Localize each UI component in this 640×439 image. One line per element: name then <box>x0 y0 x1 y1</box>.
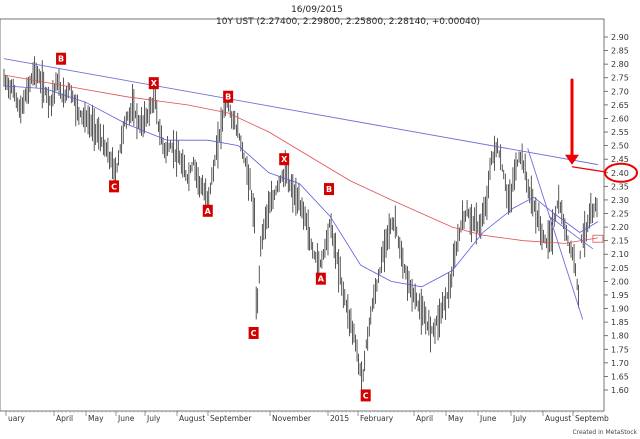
wave-label-box <box>279 153 290 166</box>
wave-label-box <box>148 77 159 90</box>
y-tick-label: 2.60 <box>611 114 629 123</box>
wave-label-b: B <box>324 183 335 196</box>
annotation-circle <box>604 162 638 183</box>
trendline-2 <box>527 148 584 320</box>
y-tick-label: 1.80 <box>611 332 629 341</box>
moving-average-blue <box>3 85 599 288</box>
y-tick-label: 2.35 <box>611 182 629 191</box>
price-marker-box <box>592 234 604 243</box>
wave-label-text: X <box>151 79 158 88</box>
y-tick-label: 2.45 <box>611 155 629 164</box>
y-tick-label: 2.50 <box>611 142 629 151</box>
trendline-3 <box>548 215 594 250</box>
y-tick-label: 2.00 <box>611 277 629 286</box>
indicator-lines <box>3 58 604 320</box>
wave-label-box <box>360 389 371 402</box>
wave-labels: B C X A B C X A B C <box>56 52 371 402</box>
chart-date: 16/09/2015 <box>291 5 343 15</box>
wave-label-text: C <box>363 391 369 400</box>
x-tick-label: September <box>210 414 252 423</box>
wave-label-x: X <box>148 77 159 90</box>
y-tick-label: 2.85 <box>611 47 629 56</box>
wave-label-text: C <box>251 329 257 338</box>
y-tick-label: 2.55 <box>611 128 629 137</box>
wave-label-c: C <box>360 389 371 402</box>
wave-label-box <box>202 204 213 217</box>
x-axis: uary April May June July August September Novem… <box>5 411 609 423</box>
x-tick-label: 2015 <box>330 414 349 423</box>
y-tick-label: 1.75 <box>611 345 629 354</box>
credit-text: Created in MetaStock <box>572 429 637 436</box>
wave-label-a: A <box>315 272 326 285</box>
y-tick-label: 2.25 <box>611 210 629 219</box>
x-tick-label: May <box>88 414 104 423</box>
wave-label-text: B <box>58 55 64 64</box>
y-tick-label: 2.80 <box>611 60 629 69</box>
wave-label-c: C <box>109 180 120 193</box>
x-tick-label: August <box>179 414 205 423</box>
wave-label-text: C <box>111 182 117 191</box>
annotation <box>565 78 638 183</box>
y-tick-label: 2.20 <box>611 223 629 232</box>
y-tick-label: 1.90 <box>611 305 629 314</box>
ohlc-bars <box>3 56 598 391</box>
x-tick-label: August <box>545 414 571 423</box>
wave-label-box <box>223 90 234 103</box>
wave-label-box <box>315 272 326 285</box>
wave-label-c: C <box>248 326 259 339</box>
x-tick-label: April <box>416 414 433 423</box>
x-tick-label: November <box>272 414 312 423</box>
y-tick-label: 1.60 <box>611 386 629 395</box>
y-tick-label: 2.05 <box>611 264 629 273</box>
wave-label-text: A <box>205 207 212 216</box>
x-tick-label: May <box>448 414 464 423</box>
y-tick-label: 2.70 <box>611 87 629 96</box>
wave-label-box <box>56 52 67 65</box>
x-tick-label: February <box>360 414 394 423</box>
y-axis: 1.60 1.65 1.70 1.75 1.80 1.85 1.90 1.95 2.00 2.05… <box>604 33 629 395</box>
wave-label-text: X <box>281 155 288 164</box>
y-tick-label: 2.10 <box>611 250 629 259</box>
y-tick-label: 2.65 <box>611 101 629 110</box>
wave-label-text: B <box>225 93 231 102</box>
trendline-1 <box>3 58 599 166</box>
wave-label-b: B <box>223 90 234 103</box>
wave-label-text: B <box>326 185 332 194</box>
moving-average-red <box>3 74 599 244</box>
y-tick-label: 1.70 <box>611 359 629 368</box>
x-tick-label: Septemb <box>575 414 609 423</box>
annotation-arrow-head <box>565 154 579 165</box>
wave-label-box <box>248 326 259 339</box>
y-tick-label: 1.95 <box>611 291 629 300</box>
x-tick-label: June <box>479 414 497 423</box>
y-tick-label: 2.15 <box>611 237 629 246</box>
y-tick-label: 2.40 <box>611 169 629 178</box>
x-tick-label: April <box>56 414 73 423</box>
x-tick-label: uary <box>8 414 25 423</box>
x-tick-label: July <box>512 414 527 423</box>
y-tick-label: 1.85 <box>611 318 629 327</box>
wave-label-b: B <box>56 52 67 65</box>
y-tick-label: 2.90 <box>611 33 629 42</box>
annotation-pointer <box>571 166 605 173</box>
x-tick-label: July <box>146 414 161 423</box>
wave-label-text: A <box>318 275 325 284</box>
y-tick-label: 1.65 <box>611 372 629 381</box>
chart-instrument-header: 10Y UST (2.27400, 2.29800, 2.25800, 2.28… <box>216 17 480 27</box>
y-tick-label: 2.75 <box>611 74 629 83</box>
wave-label-a: A <box>202 204 213 217</box>
wave-label-box <box>324 183 335 196</box>
wave-label-box <box>109 180 120 193</box>
y-tick-label: 2.30 <box>611 196 629 205</box>
wave-label-x: X <box>279 153 290 166</box>
x-tick-label: June <box>117 414 135 423</box>
